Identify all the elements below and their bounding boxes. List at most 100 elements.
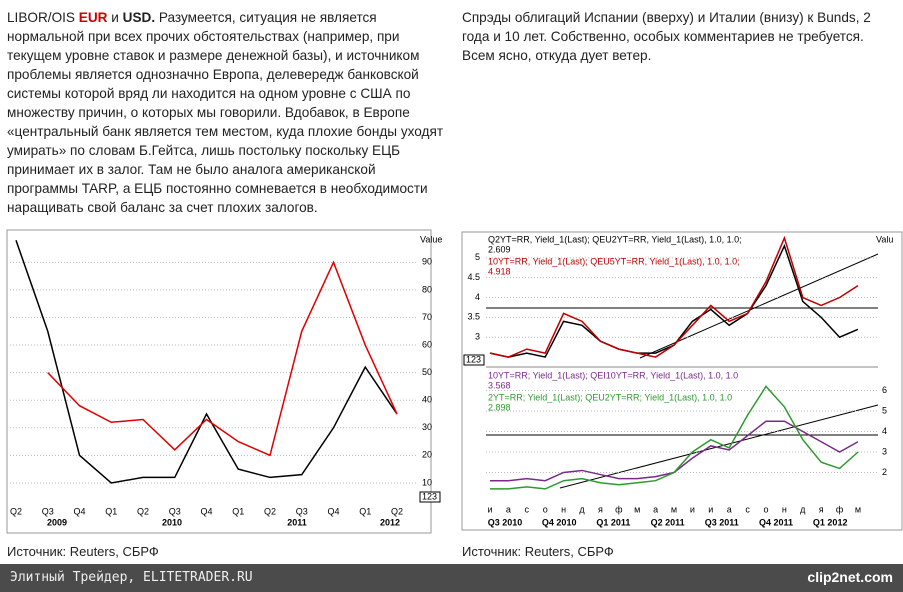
y-tick-label: 4.5 — [467, 272, 480, 282]
footer: Элитный Трейдер, ELITETRADER.RU clip2net… — [0, 564, 903, 592]
trend-line — [559, 404, 879, 489]
x-tick-label: м — [855, 504, 861, 514]
quarter-label: Q1 2011 — [596, 517, 630, 527]
series-line — [47, 260, 398, 457]
x-tick-label: а — [506, 504, 511, 514]
text: и — [107, 10, 123, 25]
text: USD. — [122, 10, 156, 25]
legend-value: 4.918 — [488, 266, 511, 276]
x-tick-label: о — [763, 504, 768, 514]
frame — [6, 229, 432, 534]
x-tick-label: Q2 — [137, 506, 149, 516]
y-tick-label: 5 — [882, 405, 887, 415]
x-tick-label: ф — [836, 504, 844, 514]
y-tick-label: 70 — [422, 312, 432, 322]
x-tick-label: с — [525, 504, 530, 514]
y-tick-label: 60 — [422, 339, 432, 349]
series-line — [490, 385, 859, 490]
x-tick-label: и — [690, 504, 695, 514]
x-tick-label: я — [819, 504, 824, 514]
legend-value: 2.898 — [488, 402, 511, 412]
year-label: 2010 — [162, 517, 182, 527]
x-tick-label: ф — [615, 504, 623, 514]
box — [463, 354, 485, 366]
y-tick-label: 10 — [422, 477, 432, 487]
y-tick-label: 50 — [422, 367, 432, 377]
quarter-label: Q3 2010 — [488, 517, 523, 527]
x-tick-label: д — [800, 504, 806, 514]
x-tick-label: д — [579, 504, 585, 514]
x-tick-label: с — [745, 504, 750, 514]
x-tick-label: я — [598, 504, 603, 514]
x-tick-label: н — [561, 504, 566, 514]
source: Источник: Reuters, СБРФ — [462, 544, 614, 559]
y-tick-label: 40 — [422, 395, 432, 405]
year-label: 2009 — [47, 517, 67, 527]
series-line — [15, 240, 398, 484]
legend-label: 10YT=RR, Yield_1(Last); QEU5YT=RR, Yield… — [488, 256, 740, 266]
year-label: 2011 — [287, 517, 307, 527]
quarter-label: Q2 2011 — [651, 517, 685, 527]
legend-value: 2.609 — [488, 244, 511, 254]
y-tick-label: 3 — [882, 446, 887, 456]
y-tick-label: 4 — [882, 426, 887, 436]
right-text: Спрэды облигаций Испании (вверху) и Итал… — [462, 10, 871, 63]
y-tick-label: 3.5 — [467, 312, 480, 322]
x-tick-label: Q4 — [73, 506, 85, 516]
footer-site: Элитный Трейдер, ELITETRADER.RU — [10, 570, 253, 585]
text: EUR — [78, 10, 108, 25]
x-tick-label: Q1 — [232, 506, 244, 516]
source: Источник: Reuters, СБРФ — [7, 544, 159, 559]
quarter-label: Q4 2010 — [542, 517, 577, 527]
y-tick-label: 2 — [882, 467, 887, 477]
quarter-label: Q3 2011 — [705, 517, 739, 527]
x-tick-label: а — [653, 504, 658, 514]
charts: 10 20 30 40 50 60 70 80 90 Value 123 Q2 Q3 Q4 Q1 Q2 Q3 Q4… — [6, 229, 903, 534]
y-tick-label: 5 — [475, 252, 480, 262]
frame — [461, 231, 903, 531]
y-tick-label: 4 — [475, 292, 480, 302]
legend-value: 3.568 — [488, 380, 511, 390]
x-tick-label: Q4 — [327, 506, 339, 516]
left-text: LIBOR/OIS EUR и USD. Разумеется, ситуаци… — [7, 8, 447, 217]
y-tick-label: 3 — [475, 332, 480, 342]
x-tick-label: Q2 — [10, 506, 22, 516]
text: Разумеется, ситуация не является нормаль… — [7, 10, 444, 215]
x-tick-label: Q2 — [264, 506, 276, 516]
text: LIBOR/OIS — [7, 10, 79, 25]
y-tick-label: 30 — [422, 422, 432, 432]
legend-label: Q2YT=RR, Yield_1(Last); QEU2YT=RR, Yield… — [488, 234, 742, 244]
year-label: 2012 — [380, 517, 400, 527]
series-line — [489, 235, 859, 358]
x-tick-label: Q1 — [359, 506, 371, 516]
x-tick-label: Q3 — [296, 506, 308, 516]
y-tick-label: 90 — [422, 257, 432, 267]
x-tick-label: Q1 — [105, 506, 117, 516]
box-label: 123 — [422, 491, 437, 501]
y-tick-label: 6 — [882, 385, 887, 395]
x-tick-label: а — [727, 504, 732, 514]
legend-label: 10YT=RR; Yield_1(Last); QEI10YT=RR, Yiel… — [488, 370, 738, 380]
x-tick-label: н — [782, 504, 787, 514]
x-tick-label: м — [671, 504, 677, 514]
x-tick-label: м — [634, 504, 640, 514]
y-tick-label: 80 — [422, 284, 432, 294]
x-tick-label: и — [487, 504, 492, 514]
x-tick-label: Q3 — [169, 506, 181, 516]
legend-label: 2YT=RR; Yield_1(Last); QEU2YT=RR; Yield_… — [488, 392, 732, 402]
trend-line — [639, 253, 879, 359]
x-tick-label: Q4 — [200, 506, 212, 516]
axis-title: Value — [420, 234, 442, 244]
x-tick-label: о — [543, 504, 548, 514]
footer-brand[interactable]: clip2net.com — [807, 569, 893, 585]
quarter-label: Q1 2012 — [813, 517, 848, 527]
y-tick-label: 20 — [422, 450, 432, 460]
quarter-label: Q4 2011 — [759, 517, 793, 527]
x-tick-label: Q2 — [391, 506, 403, 516]
x-tick-label: Q3 — [42, 506, 54, 516]
box-label: 123 — [466, 354, 481, 364]
axis-title: Valu — [876, 234, 893, 244]
box — [419, 491, 441, 503]
x-tick-label: и — [708, 504, 713, 514]
